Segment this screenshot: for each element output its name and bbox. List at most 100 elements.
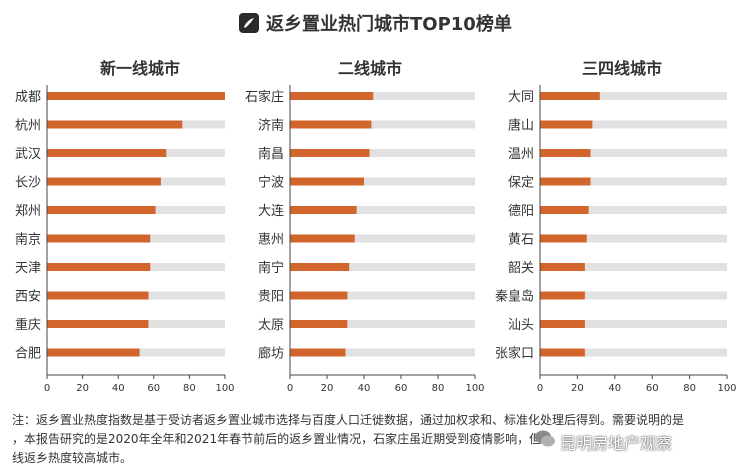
bar-武汉 (47, 149, 167, 157)
bar-保定 (540, 177, 591, 186)
page-title: 返乡置业热门城市TOP10榜单 (266, 14, 512, 35)
category-label: 天津 (15, 261, 41, 276)
category-label: 大同 (508, 90, 534, 105)
category-label: 杭州 (15, 119, 41, 134)
category-label: 南宁 (258, 260, 284, 276)
x-tick-label: 60 (395, 383, 408, 394)
bar-太原 (290, 320, 348, 328)
bar-南宁 (290, 263, 350, 271)
bar-track (290, 92, 475, 100)
category-label: 太原 (258, 318, 284, 333)
x-tick-label: 60 (147, 383, 160, 394)
category-label: 合肥 (15, 347, 41, 362)
category-label: 黄石 (508, 233, 534, 248)
bar-成都 (47, 92, 225, 100)
footnote: 注：返乡置业热度指数是基于受访者返乡置业城市选择与百度人口迁徙数据，通过加权求和… (12, 411, 736, 468)
bar-韶关 (540, 263, 585, 271)
bar-track (290, 320, 475, 328)
x-tick-label: 40 (358, 383, 371, 394)
x-tick-label: 40 (608, 383, 621, 394)
footnote-line: ，本报告研究的是2020年全年和2021年春节前后的返乡置业情况，石家庄虽近期受… (12, 432, 542, 446)
bar-track (540, 263, 727, 271)
category-label: 郑州 (15, 204, 41, 219)
bar-温州 (540, 149, 591, 157)
category-label: 宁波 (258, 175, 284, 191)
category-label: 石家庄 (245, 89, 284, 105)
x-tick-label: 80 (432, 383, 445, 394)
wechat-icon (535, 430, 555, 447)
bar-track (540, 92, 727, 100)
bar-贵阳 (290, 291, 348, 300)
category-label: 秦皇岛 (495, 289, 534, 305)
x-tick-label: 0 (44, 383, 50, 394)
bar-track (290, 206, 475, 214)
bar-西安 (47, 291, 149, 300)
bar-宁波 (290, 177, 364, 186)
bar-石家庄 (290, 92, 374, 100)
x-tick-label: 100 (465, 383, 484, 394)
category-label: 贵阳 (258, 290, 284, 305)
bar-track (540, 291, 727, 300)
bar-黄石 (540, 234, 587, 243)
bar-杭州 (47, 120, 183, 129)
bar-track (540, 177, 727, 186)
x-tick-label: 0 (537, 383, 543, 394)
bar-廊坊 (290, 348, 346, 357)
bar-track (290, 234, 475, 243)
x-tick-label: 0 (287, 383, 293, 394)
bar-大同 (540, 92, 600, 100)
bar-track (540, 348, 727, 357)
x-tick-label: 20 (321, 383, 334, 394)
bar-惠州 (290, 234, 355, 243)
x-tick-label: 100 (717, 383, 736, 394)
category-label: 温州 (508, 147, 534, 162)
panel-title: 三四线城市 (582, 59, 663, 78)
footnote-line: 注：返乡置业热度指数是基于受访者返乡置业城市选择与百度人口迁徙数据，通过加权求和… (12, 413, 685, 427)
category-label: 重庆 (15, 317, 41, 333)
x-tick-label: 80 (183, 383, 196, 394)
category-label: 保定 (508, 176, 534, 191)
category-label: 南昌 (258, 146, 284, 162)
bar-南京 (47, 234, 151, 243)
category-label: 成都 (15, 90, 41, 105)
bar-track (540, 120, 727, 129)
x-tick-label: 20 (76, 383, 89, 394)
x-tick-label: 100 (215, 383, 234, 394)
category-label: 南京 (15, 232, 41, 248)
category-label: 济南 (258, 118, 284, 134)
bar-重庆 (47, 320, 149, 328)
category-label: 西安 (15, 290, 41, 305)
bar-长沙 (47, 177, 161, 186)
category-label: 唐山 (508, 118, 534, 134)
watermark: 昆明房地产观察 (560, 434, 673, 453)
bar-秦皇岛 (540, 291, 585, 300)
x-tick-label: 40 (112, 383, 125, 394)
bar-track (290, 263, 475, 271)
x-tick-label: 80 (683, 383, 696, 394)
bar-合肥 (47, 348, 140, 357)
footnote-line: 线返乡热度较高城市。 (12, 451, 133, 465)
category-label: 德阳 (508, 204, 534, 219)
category-label: 张家口 (495, 346, 534, 362)
panel-title: 新一线城市 (100, 59, 181, 78)
report-logo-icon (239, 13, 259, 33)
category-label: 汕头 (508, 318, 534, 333)
category-label: 长沙 (15, 176, 41, 191)
x-tick-label: 60 (646, 383, 659, 394)
category-label: 廊坊 (258, 346, 284, 362)
bar-track (290, 348, 475, 357)
bar-南昌 (290, 149, 370, 157)
bar-德阳 (540, 206, 589, 214)
bar-大连 (290, 206, 357, 214)
x-tick-label: 20 (571, 383, 584, 394)
category-label: 惠州 (258, 233, 284, 248)
category-label: 韶关 (508, 260, 534, 276)
bar-济南 (290, 120, 372, 129)
bar-track (540, 206, 727, 214)
bar-track (540, 320, 727, 328)
bar-track (290, 177, 475, 186)
bar-track (540, 234, 727, 243)
